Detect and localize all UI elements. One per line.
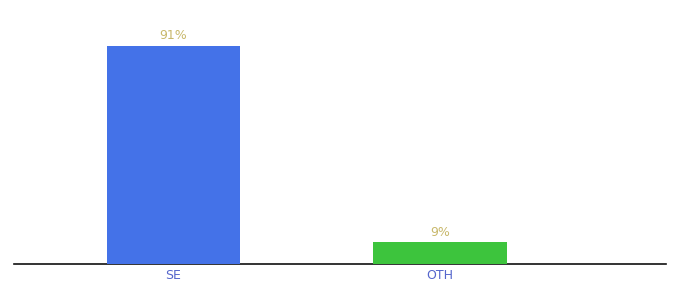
Text: 91%: 91% <box>160 29 188 42</box>
Text: 9%: 9% <box>430 226 450 239</box>
Bar <box>373 242 507 264</box>
Bar <box>107 46 240 264</box>
